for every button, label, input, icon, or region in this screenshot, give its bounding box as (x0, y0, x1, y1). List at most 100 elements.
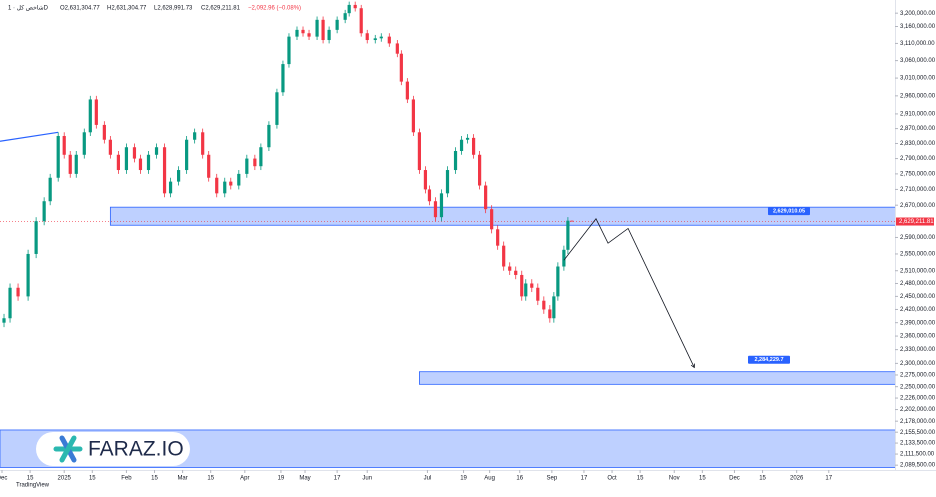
candle-body (2, 318, 6, 323)
x-tick-label: 19 (278, 476, 285, 482)
candle-body (542, 300, 546, 310)
x-tick-label: Mar (177, 476, 187, 482)
x-tick-label: Jun (362, 476, 372, 482)
y-tick-label: 2,202,000.00 (900, 407, 936, 413)
candle-body (201, 132, 205, 155)
candle-body (379, 36, 383, 39)
x-tick-label: 15 (699, 476, 706, 482)
candle-body (253, 158, 257, 167)
y-tick-label: 2,133,500.00 (900, 441, 936, 447)
candle-body (395, 43, 399, 54)
x-tick-label: May (299, 476, 310, 482)
candle-body (496, 229, 500, 246)
candle-body (490, 209, 494, 230)
candle-body (335, 19, 339, 30)
y-tick-label: 3,010,000.00 (900, 76, 936, 82)
candle-body (536, 287, 540, 301)
candle-body (146, 154, 151, 171)
candle-body (223, 181, 227, 194)
candle-body (301, 29, 305, 34)
candle-body (327, 29, 331, 41)
x-tick-label: Apr (240, 476, 249, 482)
candle-body (423, 170, 428, 190)
zone-label: 2,629,010.05 (773, 209, 805, 215)
candle-body (108, 139, 112, 155)
trendline (0, 131, 59, 142)
candle-body (307, 33, 311, 37)
candle-body (193, 132, 197, 140)
candle-body (229, 181, 233, 186)
candle-body (124, 147, 129, 171)
candle-body (465, 137, 470, 140)
candle-body (267, 124, 271, 148)
candle-body (343, 13, 347, 20)
y-tick-label: 2,590,000.00 (900, 235, 936, 241)
candle-body (556, 266, 560, 297)
change: −2,092.96 (−0.08%) (248, 6, 301, 12)
candle-body (387, 36, 391, 44)
candle-body (74, 154, 78, 174)
y-tick-label: 2,960,000.00 (900, 93, 936, 99)
candle-body (34, 221, 38, 254)
x-tick-label: 16 (516, 476, 523, 482)
candle-body (524, 283, 528, 297)
candle-body (259, 147, 263, 167)
x-tick-label: Dec (729, 476, 740, 482)
candle-body (562, 249, 566, 267)
y-tick-label: 2,480,000.00 (900, 281, 936, 287)
ohlc-close: C2,629,211.81 (201, 6, 241, 12)
candle-body (445, 170, 450, 194)
candle-body (275, 92, 279, 125)
candle-body (68, 154, 72, 174)
x-tick-label: 15 (207, 476, 214, 482)
candle-body (365, 33, 369, 41)
y-tick-label: 2,710,000.00 (900, 187, 936, 193)
candle-body (185, 139, 189, 171)
x-tick-label: 19 (460, 476, 467, 482)
y-tick-label: 2,550,000.00 (900, 252, 936, 258)
candle-body (359, 8, 363, 34)
candle-body (162, 147, 167, 194)
candle-body (520, 274, 524, 297)
candle-body (295, 29, 299, 37)
symbol: شاخص کل · 1D (8, 5, 49, 12)
candle-body (168, 181, 173, 194)
candle-body (281, 64, 285, 93)
watermark-icon (53, 435, 83, 463)
ohlc-high: H2,631,304.77 (107, 6, 147, 12)
y-tick-label: 3,060,000.00 (900, 58, 936, 64)
x-tick-label: 15 (151, 476, 158, 482)
y-tick-label: 2,300,000.00 (900, 361, 936, 367)
x-tick-label: 15 (27, 476, 34, 482)
y-tick-label: 2,450,000.00 (900, 294, 936, 300)
x-tick-label: Oct (607, 476, 617, 482)
candle-body (88, 99, 92, 133)
candle-body (315, 19, 319, 37)
x-tick-label: Jul (424, 476, 432, 482)
y-tick-label: 2,111,500.00 (900, 452, 935, 458)
x-tick-label: 15 (759, 476, 766, 482)
y-tick-label: 2,275,000.00 (900, 373, 936, 379)
x-tick-label: 17 (825, 476, 832, 482)
projection-path (563, 218, 695, 368)
y-tick-label: 2,750,000.00 (900, 171, 936, 177)
y-tick-label: 2,178,000.00 (900, 419, 936, 425)
y-tick-label: 2,250,000.00 (900, 384, 936, 390)
zone (419, 371, 895, 385)
candle-body (514, 270, 518, 275)
candle-body (484, 185, 488, 210)
last-price-label: 2,629,211.81 (899, 219, 934, 225)
candle-body (287, 36, 291, 65)
candle-body (138, 158, 143, 171)
candle-body (453, 150, 458, 171)
candle-body (417, 132, 422, 171)
candle-body (321, 19, 325, 41)
x-tick-label: Dec (0, 476, 7, 482)
y-tick-label: 2,670,000.00 (900, 203, 936, 209)
x-tick-label: Nov (669, 476, 680, 482)
candle-body (570, 220, 574, 222)
candle-body (478, 154, 482, 186)
candle-body (102, 124, 106, 140)
